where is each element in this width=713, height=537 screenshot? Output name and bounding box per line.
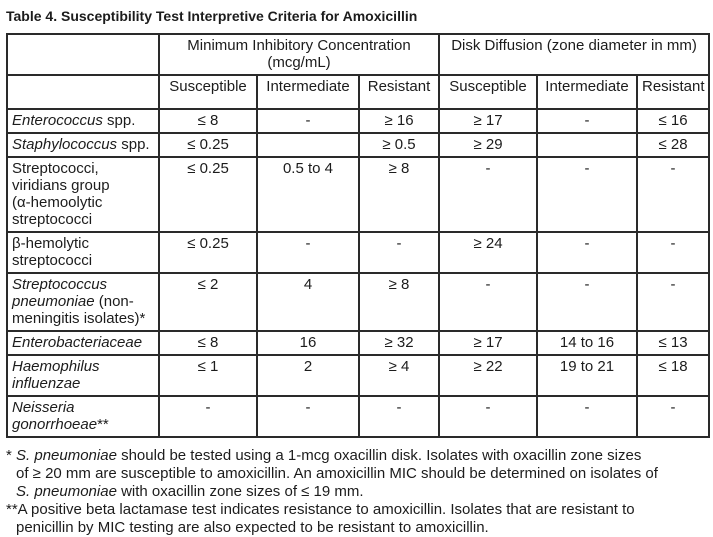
subheader-mic-resistant: Resistant	[358, 74, 440, 110]
value-cell: -	[635, 272, 711, 332]
table-row: β-hemolytic streptococci ≤ 0.25- - ≥ 24- -	[6, 231, 711, 274]
value-cell: ≤ 16	[635, 108, 711, 134]
value-cell: ≥ 22	[438, 354, 538, 397]
value-cell: -	[635, 231, 711, 274]
table-row: Staphylococcus spp. ≤ 0.25 ≥ 0.5 ≥ 29 ≤ 28	[6, 132, 711, 158]
table-title: Table 4. Susceptibility Test Interpretiv…	[6, 8, 418, 24]
value-cell: 16	[256, 330, 360, 356]
subheader-mic-intermediate: Intermediate	[256, 74, 360, 110]
value-cell: ≤ 8	[158, 330, 258, 356]
value-cell: 0.5 to 4	[256, 156, 360, 233]
value-cell: -	[536, 231, 638, 274]
value-cell: -	[256, 231, 360, 274]
value-cell: -	[358, 395, 440, 438]
value-cell	[256, 132, 360, 158]
value-cell: -	[256, 108, 360, 134]
susceptibility-table: Minimum Inhibitory Concentration (mcg/mL)…	[6, 33, 711, 438]
value-cell: ≤ 18	[635, 354, 711, 397]
value-cell: ≤ 28	[635, 132, 711, 158]
value-cell: -	[438, 272, 538, 332]
subheader-mic-susceptible: Susceptible	[158, 74, 258, 110]
value-cell: -	[158, 395, 258, 438]
value-cell: ≥ 4	[358, 354, 440, 397]
footnote-beta-lactamase: **A positive beta lactamase test indicat…	[6, 501, 635, 536]
value-cell	[536, 132, 638, 158]
empty-corner-cell	[6, 33, 160, 76]
value-cell: ≤ 13	[635, 330, 711, 356]
value-cell: 4	[256, 272, 360, 332]
table-row: Neisseria gonorrhoeae** - - - - - -	[6, 395, 711, 438]
table-group-header-row: Minimum Inhibitory Concentration (mcg/mL)…	[6, 33, 711, 76]
value-cell: ≤ 8	[158, 108, 258, 134]
value-cell: 2	[256, 354, 360, 397]
table-subheader-row: Susceptible Intermediate Resistant Susce…	[6, 74, 711, 110]
footnotes: * S. pneumoniae should be tested using a…	[6, 447, 710, 537]
footnote-oxacillin-disk: * S. pneumoniae should be tested using a…	[6, 447, 658, 500]
value-cell: -	[635, 156, 711, 233]
value-cell: -	[438, 395, 538, 438]
value-cell: ≥ 17	[438, 108, 538, 134]
empty-corner-cell	[6, 74, 160, 110]
table-row: Enterococcus spp. ≤ 8- ≥ 16 ≥ 17- ≤ 16	[6, 108, 711, 134]
organism-cell: Neisseria gonorrhoeae**	[6, 395, 160, 438]
value-cell: ≤ 0.25	[158, 156, 258, 233]
table-row: Haemophilus influenzae ≤ 1 2 ≥ 4 ≥ 22 19 to 21…	[6, 354, 711, 397]
header-disk-diffusion-group: Disk Diffusion (zone diameter in mm)	[437, 33, 711, 76]
organism-cell: β-hemolytic streptococci	[6, 231, 160, 274]
organism-cell: Streptococci, viridians group (α-hemoolyti…	[6, 156, 160, 233]
header-mic-group: Minimum Inhibitory Concentration (mcg/mL)	[158, 33, 440, 76]
organism-cell: Streptococcus pneumoniae (non-meningitis …	[6, 272, 160, 332]
subheader-dd-intermediate: Intermediate	[536, 74, 638, 110]
table-row: Streptococcus pneumoniae (non-meningitis …	[6, 272, 711, 332]
organism-cell: Haemophilus influenzae	[6, 354, 160, 397]
table-row: Streptococci, viridians group (α-hemoolyti…	[6, 156, 711, 233]
value-cell: ≥ 16	[358, 108, 440, 134]
value-cell: -	[635, 395, 711, 438]
table-body: Enterococcus spp. ≤ 8- ≥ 16 ≥ 17- ≤ 16 Staphy…	[6, 108, 711, 438]
value-cell: 19 to 21	[536, 354, 638, 397]
value-cell: -	[438, 156, 538, 233]
subheader-dd-susceptible: Susceptible	[438, 74, 538, 110]
value-cell: ≥ 24	[438, 231, 538, 274]
organism-cell: Enterococcus spp.	[6, 108, 160, 134]
table-row: Enterobacteriaceae ≤ 8 16 ≥ 32 ≥ 17 14 to 16 ≤…	[6, 330, 711, 356]
value-cell: ≤ 0.25	[158, 132, 258, 158]
value-cell: 14 to 16	[536, 330, 638, 356]
subheader-dd-resistant: Resistant	[635, 74, 711, 110]
value-cell: ≤ 1	[158, 354, 258, 397]
organism-cell: Enterobacteriaceae	[6, 330, 160, 356]
value-cell: ≥ 8	[358, 156, 440, 233]
value-cell: -	[358, 231, 440, 274]
value-cell: ≤ 0.25	[158, 231, 258, 274]
organism-cell: Staphylococcus spp.	[6, 132, 160, 158]
value-cell: ≤ 2	[158, 272, 258, 332]
value-cell: -	[256, 395, 360, 438]
value-cell: -	[536, 156, 638, 233]
value-cell: ≥ 32	[358, 330, 440, 356]
value-cell: ≥ 0.5	[358, 132, 440, 158]
value-cell: -	[536, 108, 638, 134]
value-cell: ≥ 29	[438, 132, 538, 158]
value-cell: -	[536, 395, 638, 438]
value-cell: ≥ 17	[438, 330, 538, 356]
value-cell: ≥ 8	[358, 272, 440, 332]
value-cell: -	[536, 272, 638, 332]
